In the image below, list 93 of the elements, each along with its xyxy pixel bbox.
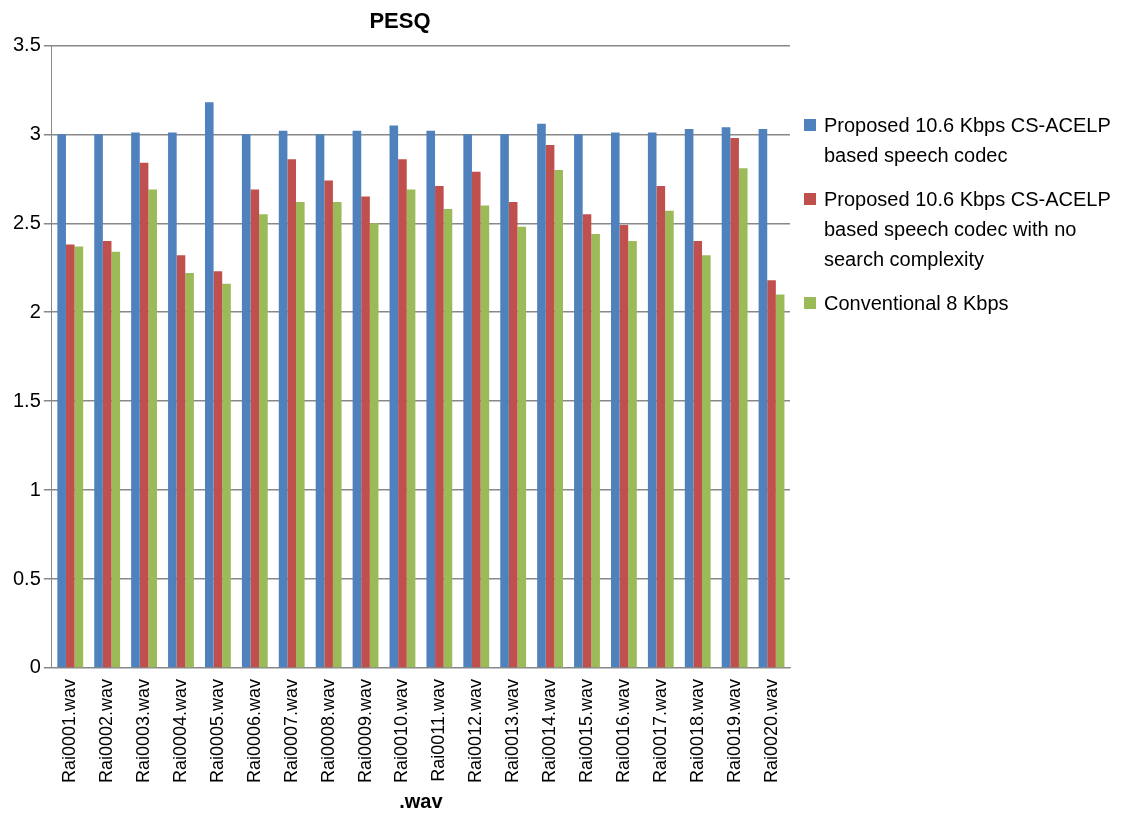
chart-title: PESQ [369,8,431,34]
bar [57,134,66,668]
bar [767,280,776,668]
bar [730,137,739,668]
bar [721,127,731,668]
bar [471,171,481,668]
bar [500,134,509,668]
bar [352,130,362,668]
x-tick-label: Rai0008.wav [317,678,338,783]
x-axis-title: .wav [399,789,444,812]
x-tick-label: Rai0012.wav [465,678,486,783]
x-tick-label: Rai0011.wav [428,678,449,782]
x-tick-label: Rai0014.wav [539,678,560,783]
x-tick-label: Rai0009.wav [354,678,375,783]
bar [168,132,177,668]
bar [426,130,436,668]
bar [775,294,785,668]
bar [139,162,149,668]
bar [647,132,657,668]
bar [591,233,600,668]
x-tick-label: Rai0018.wav [686,678,707,783]
bar [296,201,305,668]
bar [738,168,748,668]
bar [463,134,472,668]
bar [94,134,103,668]
bar [222,283,231,668]
bar [176,255,186,668]
x-tick-label: Rai0013.wav [502,678,523,783]
y-tick-label: 3 [29,121,41,144]
bar [102,241,112,668]
bar [74,246,84,668]
x-tick-label: Rai0006.wav [243,678,264,783]
x-tick-label: Rai0017.wav [649,678,670,783]
bar [537,123,546,668]
x-tick-label: Rai0020.wav [760,678,781,783]
bar [480,205,490,668]
bar [287,159,297,668]
bar [684,129,694,668]
y-tick-label: 1.5 [12,388,41,411]
bar [406,189,416,668]
bar [758,129,768,668]
bar [332,201,342,668]
x-tick-label: Rai0007.wav [280,678,301,783]
bar [185,273,194,668]
bar [665,210,674,668]
bar [702,255,711,668]
x-tick-label: Rai0019.wav [723,678,744,783]
bar [259,214,268,668]
bar [656,185,666,668]
bar [111,251,121,668]
bar [693,241,703,668]
bar [554,169,563,668]
bar [398,159,407,668]
bar [389,125,399,668]
bar [508,201,518,668]
y-tick-label: 1 [29,477,41,500]
bar [204,102,214,668]
x-tick-label: Rai0010.wav [391,678,412,783]
bar [278,130,288,668]
bar [443,209,453,668]
x-tick-label: Rai0001.wav [59,678,80,783]
legend-label: Conventional 8 Kbps [824,291,1009,316]
y-tick-label: 0.5 [12,566,41,589]
bar [435,185,444,668]
bar [148,189,157,668]
bar [324,180,333,668]
bar [545,145,555,668]
bar [361,196,370,668]
y-tick-label: 3.5 [12,32,41,55]
bar [610,132,620,668]
y-tick-label: 2 [29,299,41,322]
bar [582,214,592,668]
bar [213,271,223,668]
bar [369,223,379,668]
y-tick-label: 0 [29,655,41,678]
x-tick-label: Rai0016.wav [612,678,633,783]
bar [250,189,260,668]
legend-label: Proposed 10.6 Kbps CS-ACELP based speech codec [824,113,1112,168]
bar [517,226,527,668]
bar [131,132,140,668]
x-tick-label: Rai0002.wav [96,678,117,783]
bar [241,134,251,668]
bar [574,134,583,668]
bar [619,225,629,668]
y-tick-label: 2.5 [12,210,41,233]
bar [315,134,325,668]
x-tick-label: Rai0003.wav [133,678,154,783]
x-tick-label: Rai0004.wav [169,678,190,783]
x-tick-label: Rai0005.wav [206,678,227,783]
bar [65,244,75,668]
x-tick-label: Rai0015.wav [575,678,596,783]
bar [628,241,637,668]
legend-label: Proposed 10.6 Kbps CS-ACELP based speech codec with no search complexity [824,187,1112,272]
